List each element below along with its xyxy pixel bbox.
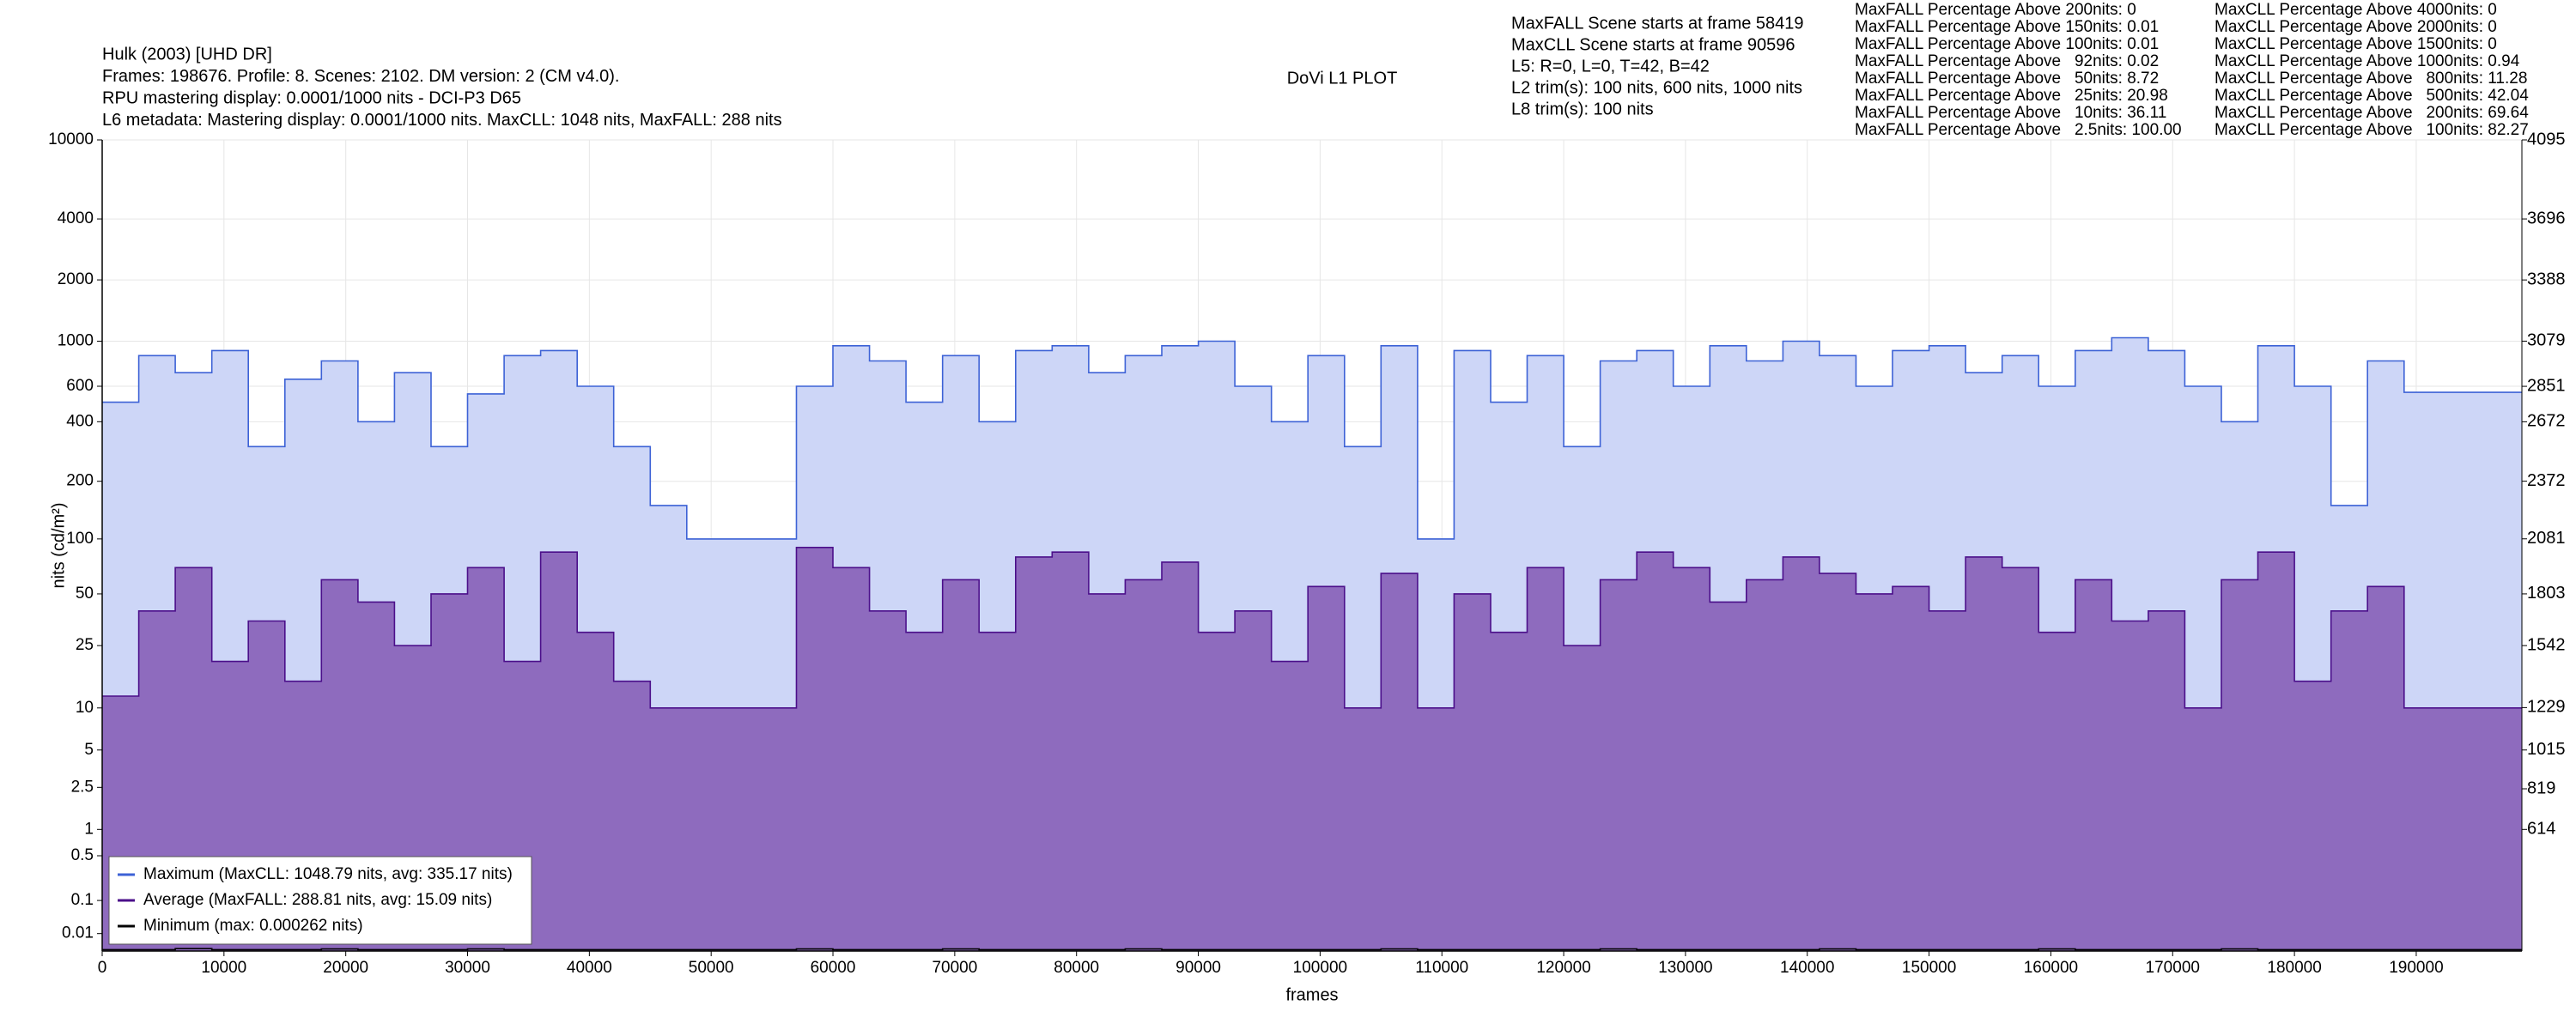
y-tick-label: 10000 bbox=[48, 130, 94, 148]
y-axis-label: nits (cd/m²) bbox=[49, 503, 68, 589]
legend-label: Average (MaxFALL: 288.81 nits, avg: 15.0… bbox=[143, 891, 492, 909]
y-tick-label: 10 bbox=[76, 699, 94, 717]
y2-tick-label: 3388 bbox=[2527, 270, 2566, 288]
maxfall-stat: MaxFALL Percentage Above 10nits: 36.11 bbox=[1855, 104, 2166, 122]
y-tick-label: 200 bbox=[66, 472, 94, 490]
y2-tick-label: 1803 bbox=[2527, 584, 2566, 603]
x-tick-label: 100000 bbox=[1293, 959, 1347, 977]
maxcll-stat: MaxCLL Percentage Above 800nits: 11.28 bbox=[2215, 70, 2527, 88]
maxcll-stat: MaxCLL Percentage Above 4000nits: 0 bbox=[2215, 1, 2497, 19]
info-line: RPU mastering display: 0.0001/1000 nits … bbox=[102, 88, 521, 107]
legend: Maximum (MaxCLL: 1048.79 nits, avg: 335.… bbox=[108, 856, 532, 945]
x-tick-label: 10000 bbox=[201, 959, 246, 977]
y-tick-label: 0.01 bbox=[62, 924, 94, 942]
y-tick-label: 0.5 bbox=[71, 846, 94, 864]
y2-tick-label: 1229 bbox=[2527, 698, 2566, 717]
y-tick-label: 2000 bbox=[58, 270, 94, 288]
y2-tick-label: 1542 bbox=[2527, 635, 2566, 654]
x-tick-label: 50000 bbox=[689, 959, 734, 977]
y-tick-label: 600 bbox=[66, 377, 94, 395]
scene-line: L8 trim(s): 100 nits bbox=[1511, 100, 1654, 118]
y2-tick-label: 2372 bbox=[2527, 471, 2566, 490]
y-tick-label: 100 bbox=[66, 530, 94, 548]
y2-tick-label: 3079 bbox=[2527, 331, 2566, 350]
legend-box bbox=[108, 856, 532, 945]
info-line: Frames: 198676. Profile: 8. Scenes: 2102… bbox=[102, 67, 619, 86]
plot-title: DoVi L1 PLOT bbox=[1287, 69, 1398, 88]
line bbox=[102, 547, 2522, 709]
line bbox=[102, 336, 2522, 540]
y2-tick-label: 2672 bbox=[2527, 412, 2566, 431]
maxfall-stat: MaxFALL Percentage Above 150nits: 0.01 bbox=[1855, 18, 2159, 36]
area bbox=[102, 547, 2522, 951]
maxcll-stat: MaxCLL Percentage Above 2000nits: 0 bbox=[2215, 18, 2497, 36]
y-tick-label: 1000 bbox=[58, 332, 94, 350]
y2-tick-label: 819 bbox=[2527, 779, 2555, 797]
x-tick-label: 40000 bbox=[567, 959, 612, 977]
x-tick-label: 0 bbox=[98, 959, 107, 977]
x-tick-label: 140000 bbox=[1780, 959, 1834, 977]
plot-area bbox=[101, 139, 2522, 951]
y2-tick-label: 3696 bbox=[2527, 209, 2566, 227]
maxfall-stat: MaxFALL Percentage Above 100nits: 0.01 bbox=[1855, 35, 2159, 53]
y-tick-label: 4000 bbox=[58, 209, 94, 227]
y-tick-label: 50 bbox=[76, 585, 94, 603]
x-tick-label: 20000 bbox=[323, 959, 368, 977]
maxfall-stat: MaxFALL Percentage Above 50nits: 8.72 bbox=[1855, 70, 2159, 88]
x-tick-label: 190000 bbox=[2389, 959, 2443, 977]
x-tick-label: 80000 bbox=[1054, 959, 1099, 977]
maxfall-stat: MaxFALL Percentage Above 25nits: 20.98 bbox=[1855, 87, 2168, 105]
maxfall-stat: MaxFALL Percentage Above 92nits: 0.02 bbox=[1855, 52, 2159, 70]
maxcll-stat: MaxCLL Percentage Above 1500nits: 0 bbox=[2215, 35, 2497, 53]
y-tick-label: 400 bbox=[66, 412, 94, 430]
header: DoVi L1 PLOT bbox=[1287, 69, 1398, 88]
x-tick-label: 160000 bbox=[2024, 959, 2078, 977]
x-tick-label: 130000 bbox=[1658, 959, 1712, 977]
maxfall-stat: MaxFALL Percentage Above 200nits: 0 bbox=[1855, 1, 2136, 19]
scene-line: L5: R=0, L=0, T=42, B=42 bbox=[1511, 57, 1710, 76]
y-tick-label: 0.1 bbox=[71, 891, 94, 909]
maxcll-stat: MaxCLL Percentage Above 200nits: 69.64 bbox=[2215, 104, 2529, 122]
y-tick-label: 2.5 bbox=[71, 778, 94, 796]
maxfall-stat: MaxFALL Percentage Above 2.5nits: 100.00 bbox=[1855, 121, 2182, 139]
y2-tick-label: 614 bbox=[2527, 820, 2555, 839]
y2-tick-label: 1015 bbox=[2527, 740, 2566, 759]
maxcll-stat: MaxCLL Percentage Above 1000nits: 0.94 bbox=[2215, 52, 2520, 70]
info-line: L6 metadata: Mastering display: 0.0001/1… bbox=[102, 111, 782, 130]
maxcll-stat: MaxCLL Percentage Above 500nits: 42.04 bbox=[2215, 87, 2529, 105]
legend-label: Minimum (max: 0.000262 nits) bbox=[143, 917, 363, 935]
y-tick-label: 25 bbox=[76, 636, 94, 654]
x-tick-label: 70000 bbox=[932, 959, 977, 977]
x-tick-label: 90000 bbox=[1176, 959, 1221, 977]
y-tick-label: 1 bbox=[84, 820, 94, 838]
x-tick-label: 30000 bbox=[445, 959, 490, 977]
y-tick-label: 5 bbox=[84, 741, 94, 759]
x-tick-label: 180000 bbox=[2267, 959, 2321, 977]
y2-tick-label: 4095 bbox=[2527, 130, 2566, 148]
y2-tick-label: 2081 bbox=[2527, 529, 2566, 548]
x-tick-label: 150000 bbox=[1902, 959, 1956, 977]
info-line: Hulk (2003) [UHD DR] bbox=[102, 45, 272, 64]
x-tick-label: 170000 bbox=[2146, 959, 2200, 977]
scene-line: MaxCLL Scene starts at frame 90596 bbox=[1511, 35, 1795, 54]
line bbox=[102, 948, 2522, 951]
scene-line: MaxFALL Scene starts at frame 58419 bbox=[1511, 14, 1804, 33]
y2-tick-label: 2851 bbox=[2527, 376, 2566, 395]
x-tick-label: 110000 bbox=[1415, 959, 1468, 977]
x-tick-label: 120000 bbox=[1536, 959, 1590, 977]
x-tick-label: 60000 bbox=[811, 959, 856, 977]
legend-label: Maximum (MaxCLL: 1048.79 nits, avg: 335.… bbox=[143, 865, 513, 883]
maxcll-stat: MaxCLL Percentage Above 100nits: 82.27 bbox=[2215, 121, 2529, 139]
x-axis-label: frames bbox=[1285, 985, 1338, 1004]
scene-line: L2 trim(s): 100 nits, 600 nits, 1000 nit… bbox=[1511, 78, 1802, 97]
